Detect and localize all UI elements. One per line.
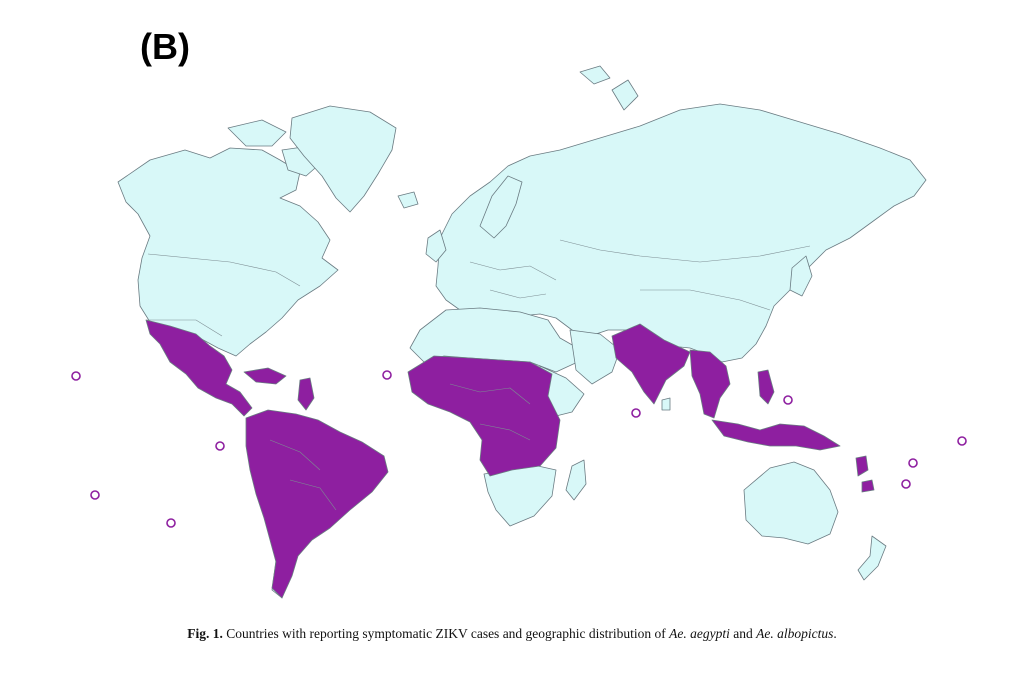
island-marker	[957, 436, 967, 446]
land-british-isles	[425, 229, 447, 263]
island-marker	[908, 458, 918, 468]
island-marker	[382, 370, 392, 380]
border-south-america	[269, 439, 337, 511]
border-africa	[449, 383, 531, 441]
region-africa	[407, 355, 561, 477]
island-marker	[166, 518, 176, 528]
caption-period: .	[833, 626, 837, 641]
border-europe	[469, 261, 557, 299]
island-markers	[71, 370, 967, 528]
country-borders	[146, 239, 811, 511]
region-south-america	[245, 409, 389, 599]
land-new-zealand	[857, 535, 887, 581]
caption-fig-label: Fig. 1.	[187, 626, 223, 641]
region-india	[611, 323, 691, 405]
land-madagascar	[565, 459, 587, 501]
land-north-america	[117, 147, 339, 357]
region-philippines	[757, 369, 775, 405]
zikv-countries	[145, 319, 875, 599]
island-marker	[71, 371, 81, 381]
panel-label: (B)	[140, 26, 190, 67]
region-mexico-central-america	[145, 319, 253, 417]
land-arabia	[569, 329, 621, 385]
world-map	[71, 65, 967, 599]
caption-species-2: Ae. albopictus	[756, 626, 834, 641]
land-novaya-zemlya	[611, 79, 639, 111]
land-canadian-arctic	[227, 119, 287, 147]
land-greenland	[289, 105, 397, 213]
island-marker	[901, 479, 911, 489]
region-pacific-islands-2	[861, 479, 875, 493]
border-russia	[559, 239, 811, 263]
land-scandinavia	[479, 175, 523, 239]
figure-caption: Fig. 1. Countries with reporting symptom…	[0, 626, 1024, 642]
island-marker	[631, 408, 641, 418]
land-iceland	[397, 191, 419, 209]
land-svalbard	[579, 65, 611, 85]
land-japan	[789, 255, 813, 297]
region-antilles	[297, 377, 315, 411]
island-marker	[215, 441, 225, 451]
border-us-canada	[147, 253, 301, 287]
island-marker	[90, 490, 100, 500]
region-caribbean	[243, 367, 287, 385]
border-china	[640, 289, 771, 311]
border-us-mexico	[146, 319, 223, 337]
region-indonesia	[711, 419, 841, 451]
unaffected-land	[117, 65, 927, 599]
region-southeast-asia	[689, 349, 731, 419]
land-australia	[743, 461, 839, 545]
island-marker	[783, 395, 793, 405]
region-pacific-islands	[855, 455, 869, 477]
caption-conjunction: and	[733, 626, 753, 641]
caption-text: Countries with reporting symptomatic ZIK…	[226, 626, 666, 641]
land-sri-lanka	[661, 397, 671, 411]
caption-species-1: Ae. aegypti	[669, 626, 730, 641]
